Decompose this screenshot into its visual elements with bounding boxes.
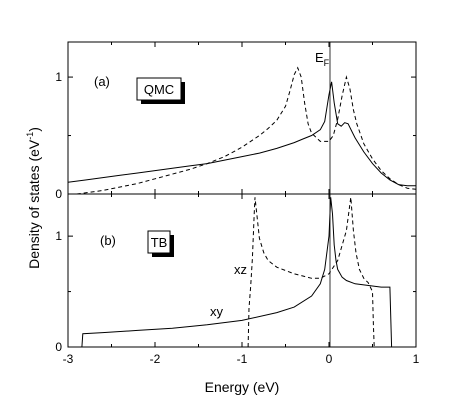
xy-series-label: xy bbox=[210, 304, 224, 319]
x-tick-label: -2 bbox=[150, 352, 161, 366]
fermi-level-annotation: EF bbox=[315, 50, 330, 68]
y-tick-label: 0 bbox=[55, 340, 62, 354]
panel-b-xy-curve bbox=[81, 197, 416, 348]
panel-b-xz-curve bbox=[247, 197, 375, 348]
panel-a-label: (a) bbox=[94, 74, 110, 89]
tb-box: TB bbox=[147, 230, 174, 257]
panel-b: (b) TB xz xy bbox=[67, 193, 417, 348]
tb-box-label: TB bbox=[151, 235, 168, 250]
panel-b-label: (b) bbox=[100, 233, 116, 248]
y-tick-label: 0 bbox=[55, 187, 62, 201]
x-axis-title: Energy (eV) bbox=[205, 379, 280, 395]
y-tick-label: 1 bbox=[55, 70, 62, 84]
panel-a-frame bbox=[67, 41, 417, 195]
panel-a-solid-curve bbox=[67, 81, 416, 187]
qmc-box-label: QMC bbox=[144, 82, 174, 97]
panel-a-dashed-curve bbox=[76, 66, 417, 195]
xz-series-label: xz bbox=[234, 262, 247, 277]
x-tick-label: -3 bbox=[63, 352, 74, 366]
y-axis-title-main: Density of states (eV bbox=[26, 139, 42, 269]
x-tick-labels: -3 -2 -1 0 1 bbox=[63, 352, 420, 366]
qmc-box-frame bbox=[136, 77, 182, 101]
fermi-level-letter: E bbox=[315, 50, 324, 65]
tb-box-frame bbox=[147, 230, 171, 254]
x-tick-label: 0 bbox=[326, 352, 333, 366]
y-axis-title: Density of states (eV-1) bbox=[25, 127, 42, 269]
qmc-box: QMC bbox=[136, 77, 185, 104]
panel-b-ticks bbox=[67, 194, 417, 348]
x-tick-label: -1 bbox=[237, 352, 248, 366]
fermi-level-subscript: F bbox=[324, 58, 330, 68]
y-tick-label: 1 bbox=[55, 229, 62, 243]
y-axis-title-superscript: -1 bbox=[25, 132, 35, 140]
panel-a-ticks bbox=[67, 42, 417, 195]
x-tick-label: 1 bbox=[413, 352, 420, 366]
y-tick-labels: 0 1 0 1 bbox=[55, 70, 62, 354]
y-axis-title-close: ) bbox=[26, 127, 42, 132]
panel-a: (a) QMC EF bbox=[67, 41, 417, 195]
